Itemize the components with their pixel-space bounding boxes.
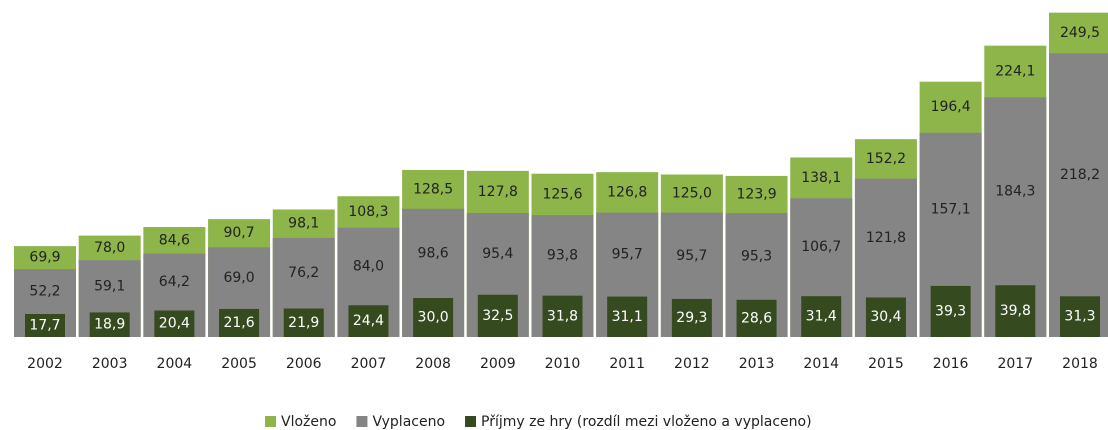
data-label: 93,8 bbox=[547, 247, 578, 263]
x-tick-label: 2018 bbox=[1062, 356, 1098, 372]
x-tick-label: 2009 bbox=[480, 356, 516, 372]
legend-label: Příjmy ze hry (rozdíl mezi vloženo a vyp… bbox=[481, 414, 812, 430]
data-label: 24,4 bbox=[353, 313, 384, 329]
data-label: 218,2 bbox=[1060, 167, 1100, 183]
x-tick-label: 2007 bbox=[351, 356, 387, 372]
x-tick-label: 2005 bbox=[221, 356, 257, 372]
data-label: 121,8 bbox=[866, 230, 906, 246]
data-label: 29,3 bbox=[676, 310, 707, 326]
bar bbox=[477, 294, 518, 337]
bar bbox=[348, 305, 389, 337]
bar bbox=[801, 296, 842, 337]
bar bbox=[607, 296, 648, 337]
data-label: 126,8 bbox=[607, 184, 647, 200]
bar bbox=[219, 308, 260, 337]
data-label: 98,6 bbox=[418, 245, 449, 261]
data-label: 18,9 bbox=[94, 317, 125, 333]
data-label: 31,4 bbox=[806, 309, 837, 325]
legend-swatch bbox=[465, 416, 477, 427]
x-tick-label: 2010 bbox=[545, 356, 581, 372]
data-label: 17,7 bbox=[29, 317, 60, 333]
data-label: 31,8 bbox=[547, 308, 578, 324]
data-label: 21,9 bbox=[288, 315, 319, 331]
bar bbox=[736, 299, 777, 337]
bar bbox=[1049, 53, 1108, 338]
data-label: 125,6 bbox=[542, 186, 582, 202]
data-label: 108,3 bbox=[348, 204, 388, 220]
bar bbox=[930, 285, 971, 337]
data-label: 59,1 bbox=[94, 278, 125, 294]
data-label: 32,5 bbox=[482, 308, 513, 324]
data-label: 64,2 bbox=[159, 274, 190, 290]
data-label: 123,9 bbox=[737, 187, 777, 203]
bar bbox=[25, 313, 65, 337]
data-label: 84,0 bbox=[353, 259, 384, 275]
data-label: 69,9 bbox=[29, 250, 60, 266]
legend-label: Vyplaceno bbox=[372, 414, 445, 430]
x-tick-label: 2014 bbox=[803, 356, 839, 372]
x-tick-label: 2012 bbox=[674, 356, 710, 372]
x-tick-label: 2008 bbox=[415, 356, 451, 372]
data-label: 39,3 bbox=[935, 303, 966, 319]
data-label: 138,1 bbox=[801, 170, 841, 186]
x-tick-label: 2013 bbox=[739, 356, 775, 372]
bar bbox=[671, 298, 712, 337]
data-label: 184,3 bbox=[995, 183, 1035, 199]
bar bbox=[995, 285, 1036, 337]
x-tick-label: 2006 bbox=[286, 356, 322, 372]
data-label: 125,0 bbox=[672, 186, 712, 202]
data-label: 152,2 bbox=[866, 151, 906, 167]
bar bbox=[1060, 296, 1100, 337]
data-label: 127,8 bbox=[478, 184, 518, 200]
data-label: 39,8 bbox=[1000, 303, 1031, 319]
data-label: 95,7 bbox=[676, 248, 707, 264]
data-label: 76,2 bbox=[288, 265, 319, 281]
data-label: 128,5 bbox=[413, 181, 453, 197]
data-label: 30,0 bbox=[418, 310, 449, 326]
data-label: 90,7 bbox=[223, 225, 254, 241]
data-label: 196,4 bbox=[931, 99, 971, 115]
x-tick-label: 2003 bbox=[92, 356, 128, 372]
data-label: 52,2 bbox=[29, 284, 60, 300]
data-label: 224,1 bbox=[995, 64, 1035, 80]
data-label: 31,3 bbox=[1064, 309, 1095, 325]
x-tick-label: 2015 bbox=[868, 356, 904, 372]
data-label: 78,0 bbox=[94, 240, 125, 256]
x-tick-label: 2002 bbox=[27, 356, 63, 372]
data-label: 157,1 bbox=[931, 201, 971, 217]
x-tick-label: 2004 bbox=[157, 356, 193, 372]
data-label: 21,6 bbox=[223, 315, 254, 331]
bar bbox=[283, 308, 324, 337]
legend-swatch bbox=[356, 416, 368, 427]
data-label: 30,4 bbox=[870, 309, 901, 325]
data-label: 106,7 bbox=[801, 239, 841, 255]
bar bbox=[154, 310, 195, 337]
legend-label: Vloženo bbox=[281, 414, 336, 430]
bar bbox=[89, 312, 130, 337]
data-label: 95,7 bbox=[612, 247, 643, 263]
data-label: 98,1 bbox=[288, 216, 319, 232]
data-label: 20,4 bbox=[159, 316, 190, 332]
bar bbox=[865, 297, 906, 337]
data-label: 28,6 bbox=[741, 310, 772, 326]
bar bbox=[413, 298, 454, 337]
x-tick-label: 2016 bbox=[933, 356, 969, 372]
data-label: 95,4 bbox=[482, 246, 513, 262]
bar bbox=[542, 295, 583, 337]
data-label: 69,0 bbox=[223, 270, 254, 286]
data-label: 84,6 bbox=[159, 232, 190, 248]
x-tick-label: 2011 bbox=[609, 356, 645, 372]
data-label: 95,3 bbox=[741, 248, 772, 264]
data-label: 31,1 bbox=[612, 309, 643, 325]
data-label: 249,5 bbox=[1060, 25, 1100, 41]
x-tick-label: 2017 bbox=[997, 356, 1033, 372]
legend-swatch bbox=[265, 416, 276, 427]
